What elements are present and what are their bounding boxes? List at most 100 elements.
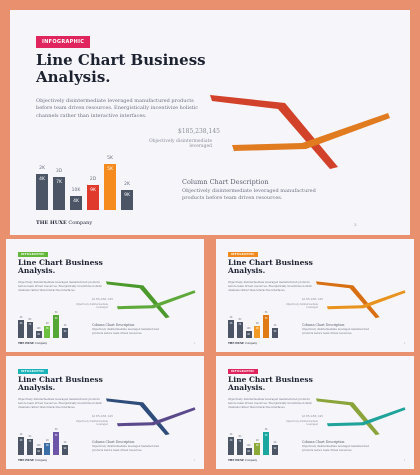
column-bar-label: 2K	[273, 441, 277, 445]
column-bar-value: 4K	[247, 332, 250, 336]
brand-name: THE HUXE	[18, 342, 34, 345]
column-bar-value: 5K	[107, 167, 113, 173]
line-series-2	[326, 290, 406, 310]
column-bar: 5K	[53, 432, 60, 455]
title-line-1: Line Chart Business	[228, 375, 313, 384]
column-bar-value: 9K	[63, 446, 67, 450]
column-bar-value: 4K	[19, 321, 23, 325]
column-bar-value: 4K	[37, 332, 40, 336]
stat-caption: Objectively disintermediate leveraged	[148, 139, 212, 149]
brand-suffix: Company	[68, 220, 93, 226]
slide-title: Line Chart Business Analysis.	[228, 375, 313, 393]
column-bar-label: 3D	[238, 317, 242, 321]
column-bar-label: 2K	[19, 316, 23, 320]
column-bar-label: 2D	[45, 438, 49, 442]
column-bar: 4K	[35, 448, 42, 455]
column-chart-title: Column Chart Description	[302, 323, 345, 327]
column-bar: 9K	[254, 325, 261, 338]
column-bar-label: 5K	[264, 428, 268, 432]
title-line-2: Analysis.	[228, 266, 266, 276]
column-bar-value: 9K	[45, 327, 49, 331]
line-series-2	[116, 407, 196, 427]
column-bar-value: 9K	[63, 329, 67, 333]
stat-caption: Objectively disintermediate leveraged	[75, 303, 108, 309]
column-bar-value: 4K	[247, 449, 250, 453]
stat-caption: Objectively disintermediate leveraged	[285, 303, 318, 309]
column-bar-value: 4K	[229, 321, 233, 325]
column-chart-description: Objectively disintermediate leveraged ma…	[182, 188, 316, 202]
column-bar-label: 2D	[89, 177, 97, 183]
column-bar: 7K	[26, 438, 33, 455]
column-bar: 4K	[245, 331, 252, 338]
stat-value: $185,238,145	[92, 414, 113, 418]
column-bar-value: 9K	[255, 444, 259, 448]
slide-thumbnail-green[interactable]: INFOGRAPHIC Line Chart Business Analysis…	[6, 239, 204, 352]
line-chart	[105, 281, 196, 319]
column-bar: 7K	[26, 321, 33, 338]
slide-title: Line Chart Business Analysis.	[18, 375, 103, 393]
brand-suffix: Company	[244, 342, 258, 345]
column-bar: 4K	[245, 448, 252, 455]
column-bar: 4K	[228, 320, 234, 338]
column-bar-label: 3D	[238, 434, 242, 438]
line-series-2	[326, 407, 406, 427]
stat-value: $185,238,145	[302, 297, 323, 301]
column-chart-description: Objectively disintermediate leveraged ma…	[302, 445, 369, 452]
brand-suffix: Company	[34, 459, 48, 462]
column-bar: 5K	[104, 164, 116, 210]
column-bar-value: 5K	[264, 316, 268, 320]
body-text: Objectively disintermediate leveraged ma…	[228, 398, 313, 409]
column-chart-title: Column Chart Description	[92, 440, 135, 444]
column-bar-value: 7K	[28, 323, 32, 327]
column-bar-label: 10K	[246, 444, 251, 448]
brand-name: THE HUXE	[18, 459, 34, 462]
column-bar-label: 3D	[55, 169, 63, 175]
slide-thumbnail-orange[interactable]: INFOGRAPHIC Line Chart Business Analysis…	[216, 239, 414, 352]
main-slide[interactable]: INFOGRAPHIC Line Chart Business Analysis…	[10, 10, 410, 235]
column-bar-label: 2K	[273, 324, 277, 328]
column-bar: 5K	[53, 315, 60, 338]
column-bar: 9K	[44, 325, 51, 338]
brand-name: THE HUXE	[228, 342, 244, 345]
slide-title: Line Chart Business Analysis.	[18, 258, 103, 276]
title-line-2: Analysis.	[18, 383, 56, 393]
column-bar: 4K	[228, 437, 234, 455]
column-bar-label: 2K	[229, 316, 233, 320]
column-bar: 4K	[18, 437, 24, 455]
title-line-2: Analysis.	[18, 266, 56, 276]
body-text: Objectively disintermediate leveraged ma…	[36, 98, 199, 119]
column-chart-title: Column Chart Description	[182, 178, 269, 186]
column-bar-label: 5K	[264, 311, 268, 315]
brand: THE HUXE Company	[18, 459, 47, 462]
column-bar: 9K	[44, 442, 51, 455]
title-line-1: Line Chart Business	[36, 51, 206, 69]
column-bar-label: 2K	[229, 433, 233, 437]
line-series-1	[105, 281, 170, 319]
title-line-2: Analysis.	[36, 67, 111, 86]
slide-thumbnail-teal-olive[interactable]: INFOGRAPHIC Line Chart Business Analysis…	[216, 356, 414, 469]
infographic-tag: INFOGRAPHIC	[228, 252, 258, 257]
line-chart	[315, 398, 406, 436]
body-text: Objectively disintermediate leveraged ma…	[18, 398, 103, 409]
page-number: 3	[194, 343, 196, 345]
column-bar-value: 4K	[229, 438, 233, 442]
stat-caption: Objectively disintermediate leveraged	[75, 420, 108, 426]
slide-thumbnail-blue[interactable]: INFOGRAPHIC Line Chart Business Analysis…	[6, 356, 204, 469]
column-bar-label: 5K	[54, 428, 58, 432]
column-chart-description: Objectively disintermediate leveraged ma…	[92, 328, 159, 335]
brand-name: THE HUXE	[36, 220, 67, 226]
column-bar-value: 9K	[273, 446, 277, 450]
infographic-tag: INFOGRAPHIC	[228, 369, 258, 374]
column-bar-label: 5K	[54, 311, 58, 315]
stat-value: $185,238,145	[92, 297, 113, 301]
column-bar-value: 9K	[90, 188, 96, 194]
column-bar-label: 2K	[39, 166, 45, 172]
column-bar: 9K	[272, 445, 278, 455]
column-bar: 4K	[36, 174, 48, 210]
column-bar-label: 10K	[71, 188, 81, 194]
line-series-1	[210, 95, 338, 169]
title-line-1: Line Chart Business	[228, 258, 313, 267]
column-bar-value: 9K	[273, 329, 277, 333]
column-bar: 7K	[236, 321, 243, 338]
column-bar-label: 10K	[36, 444, 41, 448]
